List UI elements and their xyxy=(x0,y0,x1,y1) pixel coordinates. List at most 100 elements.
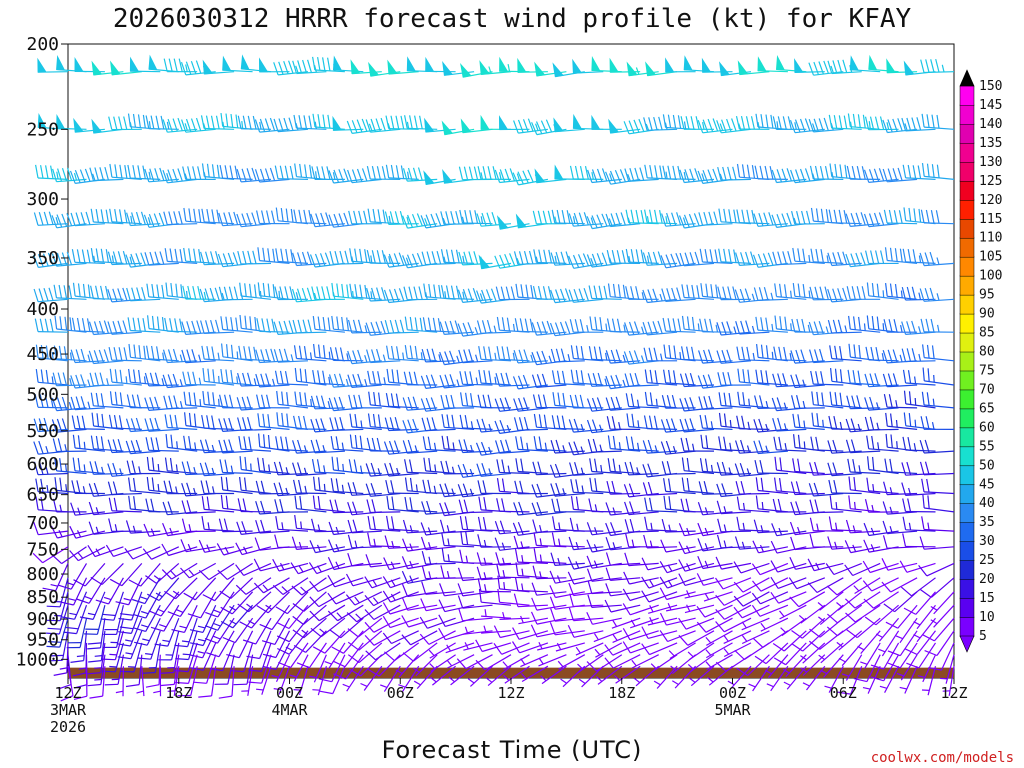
wind-barb xyxy=(901,286,936,301)
wind-barb xyxy=(233,654,254,686)
wind-barb xyxy=(329,250,364,265)
wind-barb xyxy=(589,316,622,333)
wind-barb xyxy=(605,583,641,597)
wind-barb xyxy=(883,319,918,333)
wind-barb xyxy=(460,531,493,548)
wind-barb xyxy=(494,168,530,184)
wind-barb xyxy=(276,390,309,409)
wind-barb xyxy=(550,608,585,622)
wind-barb xyxy=(848,315,881,333)
wind-barb xyxy=(499,611,530,620)
wind-barb xyxy=(476,418,512,433)
wind-barb xyxy=(827,319,862,334)
wind-barb xyxy=(438,599,475,613)
wind-barb xyxy=(568,607,604,622)
wind-barb xyxy=(641,576,678,589)
wind-barb xyxy=(174,618,198,648)
wind-barb xyxy=(668,642,696,660)
wind-barb xyxy=(825,562,862,576)
colorbar-swatch xyxy=(959,370,975,391)
wind-barb xyxy=(440,460,475,475)
wind-barb xyxy=(520,654,549,668)
wind-barb xyxy=(467,665,493,687)
colorbar-label: 135 xyxy=(979,136,1002,151)
wind-barb xyxy=(180,562,216,579)
wind-barb xyxy=(809,165,844,180)
wind-barb xyxy=(678,541,715,555)
wind-barb xyxy=(347,373,382,388)
wind-barb xyxy=(257,457,290,475)
wind-barb xyxy=(329,617,364,639)
wind-barb xyxy=(458,499,493,514)
wind-barb xyxy=(705,642,733,659)
wind-barb xyxy=(164,317,198,333)
wind-barb xyxy=(723,630,752,644)
wind-barb xyxy=(477,534,512,548)
wind-barb xyxy=(613,665,641,684)
colorbar-label: 120 xyxy=(979,193,1002,208)
wind-barb xyxy=(641,626,678,639)
wind-barb xyxy=(642,320,678,336)
wind-barb xyxy=(703,591,733,602)
wind-barb xyxy=(221,343,253,362)
wind-barb xyxy=(419,616,456,629)
wind-barb xyxy=(328,521,364,536)
wind-barb xyxy=(626,413,659,430)
wind-barb xyxy=(678,559,715,572)
wind-barb xyxy=(125,654,143,688)
wind-barb xyxy=(109,368,142,386)
wind-barb xyxy=(630,617,659,629)
wind-barb xyxy=(441,414,475,430)
wind-barb xyxy=(902,533,936,548)
wind-barb xyxy=(147,315,179,333)
wind-barb xyxy=(441,547,475,564)
wind-barb xyxy=(366,249,401,264)
wind-barb xyxy=(347,168,382,184)
y-tick-label: 300 xyxy=(26,189,59,210)
wind-barb xyxy=(109,208,142,225)
wind-barb xyxy=(367,208,401,225)
wind-barb xyxy=(716,118,752,134)
wind-barb xyxy=(109,391,142,409)
wind-barb xyxy=(902,516,936,532)
wind-barb xyxy=(919,461,955,476)
wind-barb xyxy=(773,436,807,452)
wind-barb xyxy=(753,519,788,534)
wind-barb xyxy=(347,553,382,567)
wind-barb xyxy=(737,368,770,386)
wind-barb xyxy=(463,642,493,651)
wind-barb xyxy=(829,391,862,409)
wind-barb xyxy=(441,120,475,136)
wind-barb xyxy=(327,557,364,571)
wind-barb xyxy=(220,113,253,130)
wind-barb xyxy=(162,117,198,133)
wind-barb xyxy=(587,168,622,184)
wind-barb xyxy=(348,459,382,475)
wind-barb xyxy=(256,666,272,695)
wind-barb xyxy=(568,418,604,433)
wind-barb xyxy=(774,456,807,475)
wind-barb xyxy=(644,497,678,513)
wind-barb xyxy=(568,441,604,456)
wind-barb xyxy=(181,117,216,133)
wind-barb xyxy=(367,413,401,430)
wind-barb xyxy=(792,413,825,430)
wind-barb xyxy=(700,434,733,452)
wind-barb xyxy=(716,500,752,515)
wind-barb xyxy=(503,665,530,684)
wind-barb xyxy=(222,55,253,73)
wind-barb xyxy=(345,573,382,587)
wind-barb xyxy=(160,654,180,687)
wind-barb xyxy=(456,654,493,670)
wind-barb xyxy=(439,583,475,597)
wind-barb xyxy=(643,534,678,549)
wind-barb xyxy=(220,316,253,333)
wind-barb xyxy=(238,436,272,452)
wind-barb xyxy=(402,519,438,534)
wind-barb xyxy=(642,288,678,304)
wind-barb xyxy=(162,501,198,516)
wind-barb xyxy=(202,391,235,409)
wind-barb xyxy=(367,532,401,548)
wind-barb xyxy=(557,654,586,670)
wind-barb xyxy=(404,459,438,475)
